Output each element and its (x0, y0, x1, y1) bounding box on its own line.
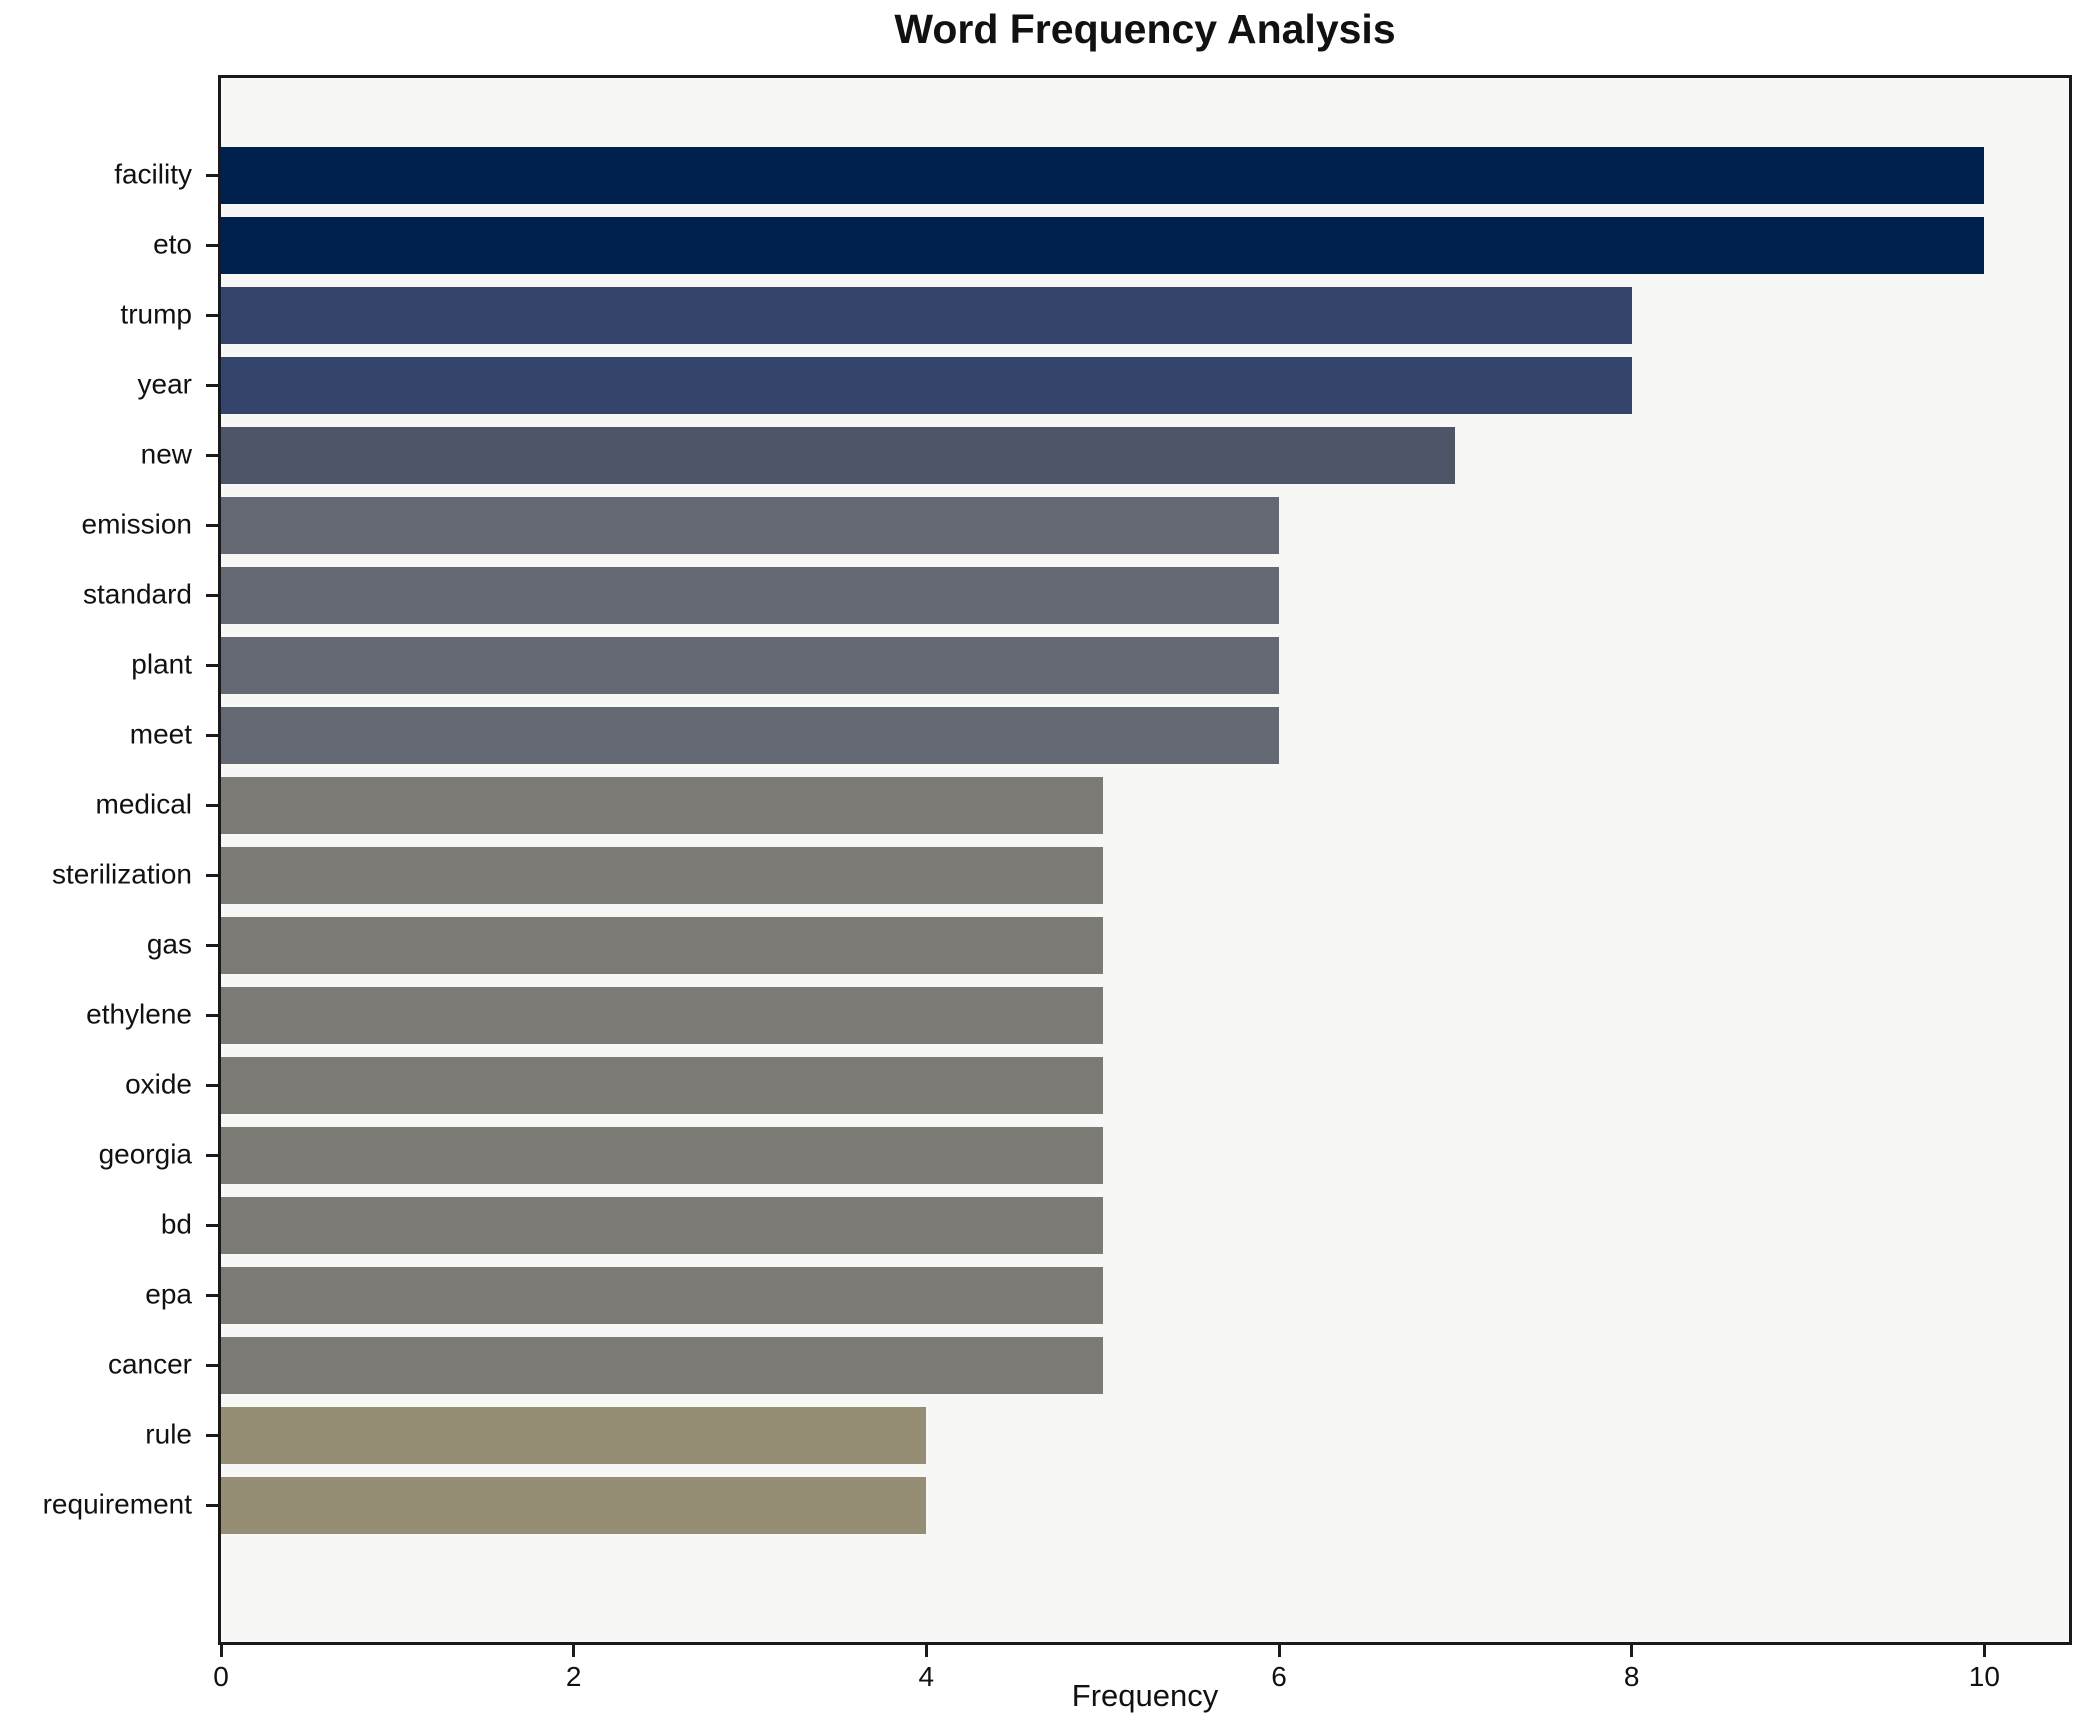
y-tick-label-rule: rule (145, 1418, 192, 1450)
y-tick-label-year: year (137, 368, 192, 400)
bar-gas (221, 916, 1103, 974)
x-axis: 0 2 4 6 8 10 (213, 1645, 2069, 1715)
y-tick-label-ethylene: ethylene (86, 998, 192, 1030)
y-tick-label-requirement: requirement (42, 1488, 192, 1520)
y-tick-label-trump: trump (120, 298, 192, 330)
y-tick-label-new: new (140, 438, 192, 470)
y-tick-label-plant: plant (131, 648, 192, 680)
y-tick-label-meet: meet (129, 718, 192, 750)
y-tick-mark (206, 383, 218, 387)
bar-cancer (221, 1336, 1103, 1394)
y-tick-mark (206, 733, 218, 737)
x-tick-label-0: 0 (213, 1661, 229, 1692)
y-tick-mark (206, 663, 218, 667)
y-tick-mark (206, 1013, 218, 1017)
x-tick-mark (219, 1645, 223, 1657)
bar-sterilization (221, 846, 1103, 904)
x-tick-label-2: 2 (565, 1661, 582, 1692)
x-tick-label-8: 8 (1623, 1661, 1640, 1692)
bar-georgia (221, 1126, 1103, 1184)
bar-standard (221, 566, 1279, 624)
x-tick-label-10: 10 (1968, 1661, 2000, 1692)
bar-medical (221, 776, 1103, 834)
y-tick-mark (206, 1363, 218, 1367)
y-tick-mark (206, 523, 218, 527)
y-tick-mark (206, 1293, 218, 1297)
y-tick-mark (206, 943, 218, 947)
y-tick-label-sterilization: sterilization (51, 858, 192, 890)
x-tick-mark (1982, 1645, 1986, 1657)
bar-epa (221, 1266, 1103, 1324)
y-tick-label-medical: medical (95, 788, 192, 820)
y-tick-mark (206, 873, 218, 877)
bar-plant (221, 636, 1279, 694)
bar-rule (221, 1406, 927, 1464)
bar-bd (221, 1196, 1103, 1254)
y-tick-label-georgia: georgia (98, 1138, 192, 1170)
y-tick-mark (206, 1503, 218, 1507)
bar-meet (221, 706, 1279, 764)
bar-requirement (221, 1476, 927, 1534)
y-tick-label-oxide: oxide (125, 1068, 192, 1100)
y-tick-label-bd: bd (160, 1208, 192, 1240)
y-tick-mark (206, 593, 218, 597)
bar-eto (221, 216, 1985, 274)
y-tick-label-standard: standard (83, 578, 192, 610)
bar-trump (221, 286, 1632, 344)
y-tick-mark (206, 173, 218, 177)
bar-facility (221, 146, 1985, 204)
bar-ethylene (221, 986, 1103, 1044)
y-tick-label-eto: eto (153, 228, 192, 260)
bar-new (221, 426, 1456, 484)
y-tick-mark (206, 313, 218, 317)
x-tick-label-4: 4 (918, 1661, 935, 1692)
y-tick-label-gas: gas (146, 928, 192, 960)
x-tick-mark (924, 1645, 928, 1657)
y-tick-mark (206, 1433, 218, 1437)
x-tick-mark (1277, 1645, 1281, 1657)
y-tick-label-facility: facility (114, 158, 192, 190)
x-axis-label: Frequency (1071, 1678, 1219, 1713)
y-tick-mark (206, 243, 218, 247)
y-tick-mark (206, 1153, 218, 1157)
x-tick-label-6: 6 (1271, 1661, 1287, 1692)
y-axis: facility eto trump year new emission standard p… (0, 78, 218, 1642)
y-tick-label-emission: emission (81, 508, 192, 540)
chart-title: Word Frequency Analysis (894, 6, 1396, 52)
x-tick-mark (572, 1645, 576, 1657)
x-tick-mark (1630, 1645, 1634, 1657)
y-tick-mark (206, 1223, 218, 1227)
y-tick-mark (206, 1083, 218, 1087)
y-tick-label-cancer: cancer (107, 1348, 192, 1380)
bar-oxide (221, 1056, 1103, 1114)
y-tick-mark (206, 803, 218, 807)
bar-year (221, 356, 1632, 414)
y-tick-label-epa: epa (145, 1278, 192, 1310)
bar-emission (221, 496, 1279, 554)
y-tick-mark (206, 453, 218, 457)
plot-area (218, 75, 2072, 1645)
